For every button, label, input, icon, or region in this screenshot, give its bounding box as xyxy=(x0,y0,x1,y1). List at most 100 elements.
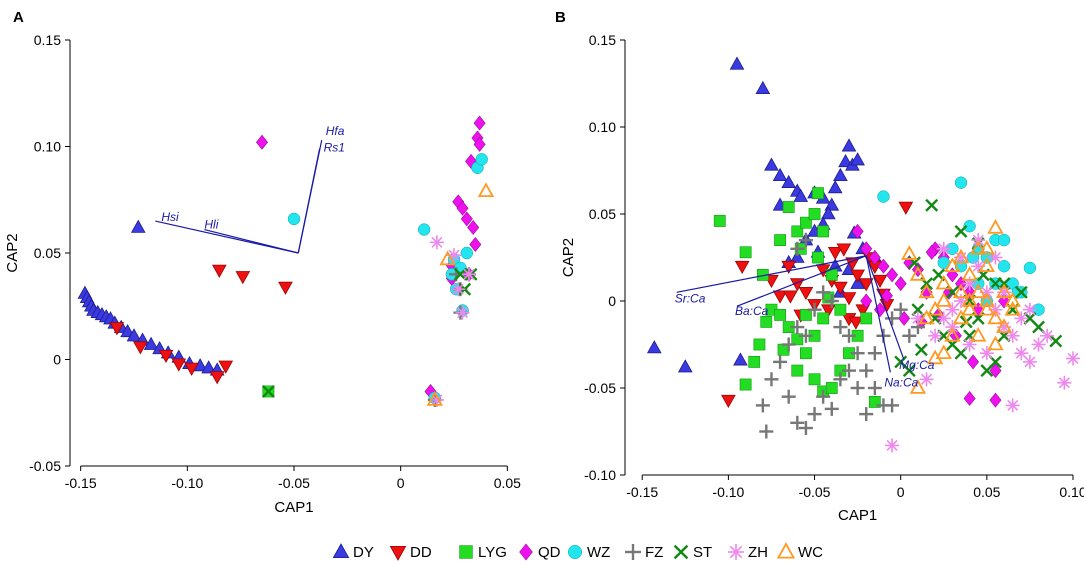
panel-a-y-tick-label: 0 xyxy=(53,352,61,368)
panel-b-point-zh xyxy=(919,372,934,387)
panel-b-point-lyg xyxy=(808,208,821,220)
legend-item-dd: DD xyxy=(389,544,432,561)
legend-label-dd: DD xyxy=(410,544,432,561)
panel-b-point-fz xyxy=(902,328,917,343)
panel-b-point-zh xyxy=(936,241,951,256)
panel-b-point-fz xyxy=(798,328,813,343)
panel-b-point-fz xyxy=(759,424,774,439)
panel-b-point-wz xyxy=(1023,261,1037,275)
panel-b-point-zh xyxy=(1005,398,1020,413)
panel-b-point-wc xyxy=(926,300,944,316)
legend-marker-wc xyxy=(776,542,796,559)
panel-b-point-lyg xyxy=(860,312,873,325)
panel-a-point-zh xyxy=(451,282,466,297)
panel-b-point-st xyxy=(894,355,908,369)
panel-b-point-st xyxy=(911,303,925,317)
panel-b-y-tick-label: 0.15 xyxy=(589,32,616,48)
panel-b-point-fz xyxy=(833,372,848,387)
panel-b-vector-label-mg-ca: Mg:Ca xyxy=(899,358,935,372)
panel-b-point-wc xyxy=(909,379,927,394)
panel-b-point-qd xyxy=(894,276,907,292)
panel-b-point-dd xyxy=(783,290,798,304)
panel-b-point-fz xyxy=(893,302,908,317)
legend-marker-zh xyxy=(728,544,744,560)
panel-b-point-wz xyxy=(997,260,1011,273)
panel-b-point-fz xyxy=(781,389,796,404)
panel-a-x-axis-label: CAP1 xyxy=(274,499,313,516)
panel-b-point-dy xyxy=(827,180,843,194)
panel-b-point-lyg xyxy=(868,396,881,408)
panel-b-point-lyg xyxy=(812,187,824,200)
panel-b-point-lyg xyxy=(713,215,726,227)
panel-b-point-fz xyxy=(816,285,831,300)
panel-a-x-tick-label: -0.10 xyxy=(171,475,203,491)
panel-b-point-lyg xyxy=(748,355,761,368)
panel-b-point-wc xyxy=(961,292,978,307)
panel-b-vector-label-na-ca: Na:Ca xyxy=(884,375,918,389)
panel-b-point-dy xyxy=(733,352,748,366)
panel-b-point-dd xyxy=(781,260,797,275)
panel-a-point-dd xyxy=(278,281,293,295)
panel-b-point-fz xyxy=(773,354,788,369)
panel-b-point-fz xyxy=(790,320,805,335)
legend-marker-dd xyxy=(389,546,407,561)
panel-b-point-zh xyxy=(1022,302,1037,317)
panel-b-point-wc xyxy=(935,274,952,290)
panel-a-x-tick-label: -0.05 xyxy=(278,475,310,491)
panel-b-point-lyg xyxy=(800,347,812,360)
panel-b-point-fz xyxy=(885,311,900,326)
panel-b-point-fz xyxy=(807,407,822,422)
panel-b-point-qd xyxy=(851,223,864,239)
panel-a-y-tick-label: -0.05 xyxy=(29,458,61,474)
panel-a-point-qd xyxy=(256,134,268,150)
panel-b-series-wc xyxy=(901,219,1021,394)
panel-a-point-wz xyxy=(287,212,301,226)
panel-b-point-st xyxy=(925,198,939,212)
panel-b-point-fz xyxy=(798,421,813,436)
panel-b-x-axis-label: CAP1 xyxy=(838,507,877,524)
legend-item-wz: WZ xyxy=(567,544,610,561)
legend-item-st: ST xyxy=(673,544,712,561)
panel-b-vector-label-ba-ca: Ba:Ca xyxy=(735,304,769,318)
legend-item-dy: DY xyxy=(332,543,374,561)
legend-marker-lyg xyxy=(459,545,473,559)
panel-a-point-dy xyxy=(126,328,142,342)
panel-b-point-fz xyxy=(842,328,856,343)
panel-a-point-wc xyxy=(477,182,495,198)
legend-marker-fz xyxy=(625,544,641,560)
panel-b-vector-ba-ca xyxy=(736,255,867,307)
panel-a-vector-hli xyxy=(204,228,299,254)
panel-b-point-lyg xyxy=(777,343,790,356)
panel-b-point-wc xyxy=(944,257,961,273)
panel-b-point-lyg xyxy=(817,225,830,238)
panel-b-point-qd xyxy=(877,258,890,274)
legend-marker-wz xyxy=(567,544,583,560)
panel-a-point-wz xyxy=(475,153,488,166)
panel-b-point-qd xyxy=(880,288,893,304)
panel-a-point-qd xyxy=(460,211,473,227)
panel-b-point-st xyxy=(954,224,968,238)
panel-a-point-dd xyxy=(184,362,199,376)
panel-b-point-zh xyxy=(1005,328,1020,343)
panel-a-y-tick-label: 0.05 xyxy=(34,245,61,261)
legend-item-fz: FZ xyxy=(625,544,663,561)
panel-b-point-zh xyxy=(979,346,994,361)
panel-a-point-wc xyxy=(439,250,456,266)
panel-b-point-qd xyxy=(942,284,955,300)
panel-b-point-zh xyxy=(962,276,977,291)
panel-b-point-qd xyxy=(989,392,1002,408)
panel-a-point-zh xyxy=(455,305,470,320)
panel-a-point-dy xyxy=(130,219,146,233)
panel-a-vector-hsi xyxy=(155,220,299,254)
panel-b-x-tick-label: -0.10 xyxy=(712,484,744,500)
panel-b-point-fz xyxy=(781,337,796,352)
panel-b-point-wc xyxy=(978,257,996,273)
panel-b-series-lyg xyxy=(713,187,881,408)
panel-b-point-st xyxy=(1014,285,1028,299)
panel-b-y-tick-label: 0.10 xyxy=(589,119,616,135)
panel-b-point-fz xyxy=(867,381,882,395)
panel-b-point-zh xyxy=(962,337,977,352)
panel-b-point-lyg xyxy=(739,246,752,259)
panel-b-point-wc xyxy=(1004,300,1021,316)
